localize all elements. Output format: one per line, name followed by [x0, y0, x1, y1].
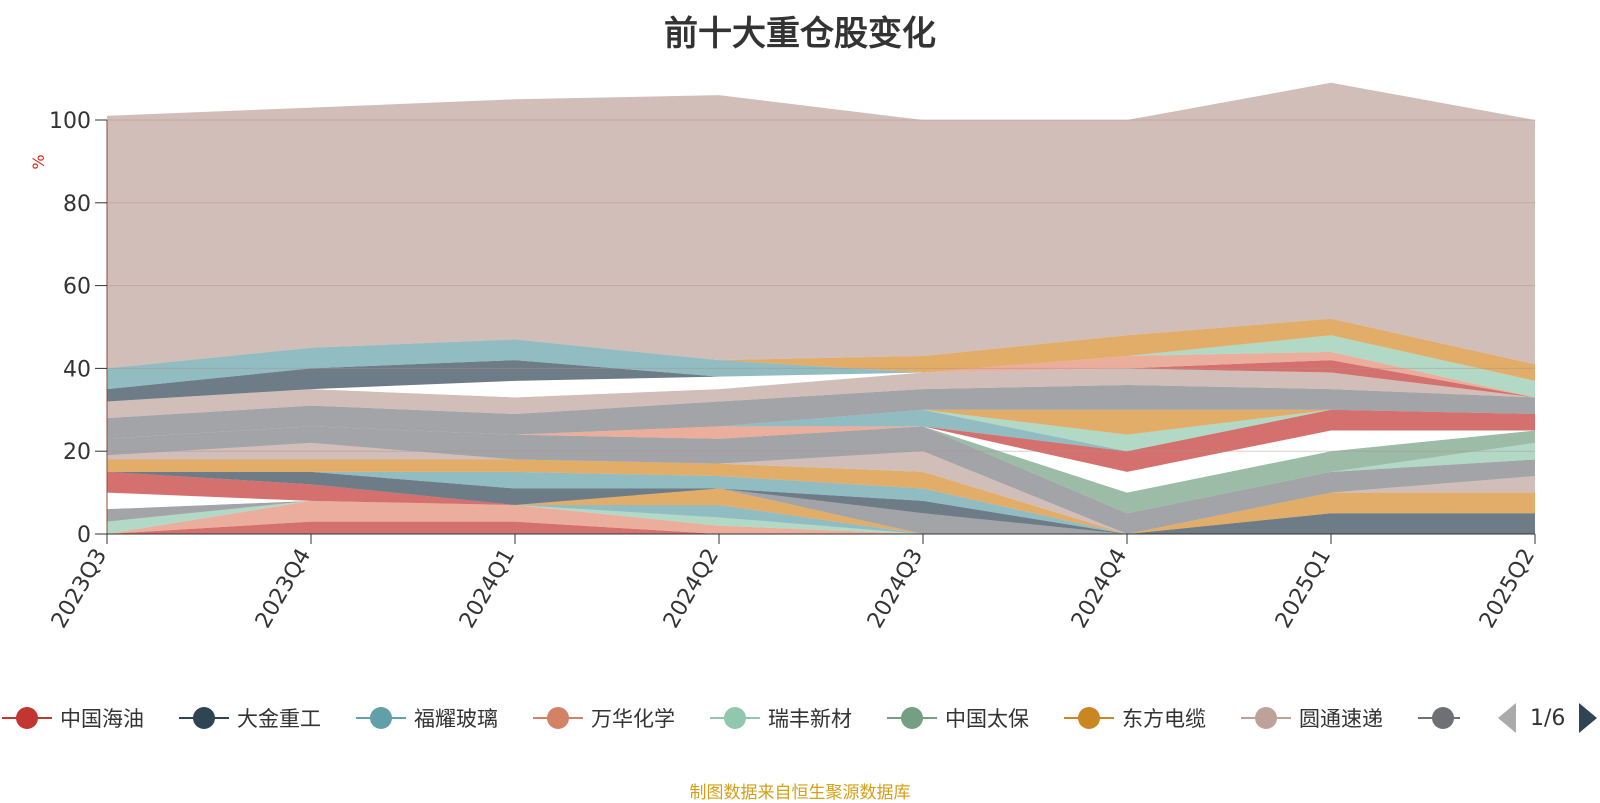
legend-item[interactable]: 中国太保	[887, 700, 1029, 736]
legend-marker-icon	[710, 707, 760, 729]
area-series-30	[107, 318, 1535, 381]
area-series-26	[107, 339, 1535, 398]
area-series-15	[107, 426, 1535, 514]
area-series-12	[107, 442, 1535, 534]
area-series-22	[107, 384, 1535, 439]
legend-label: 瑞丰新材	[768, 707, 852, 731]
area-series-21	[107, 409, 1535, 439]
y-axis-label: %	[29, 154, 48, 169]
legend-item[interactable]: 中	[1418, 700, 1460, 736]
legend-label: 东方电缆	[1122, 707, 1206, 731]
y-tick-label: 0	[77, 523, 91, 548]
x-tick-label: 2024Q2	[659, 545, 724, 633]
x-tick-label: 2023Q3	[47, 545, 112, 633]
legend-next-page-icon[interactable]	[1579, 703, 1598, 733]
legend-item[interactable]: 中国海油	[2, 700, 144, 736]
area-series-13	[107, 426, 1535, 534]
y-tick-label: 20	[63, 440, 91, 465]
legend-label: 万华化学	[591, 707, 675, 731]
area-series-10	[107, 471, 1535, 534]
area-series-25	[107, 360, 1535, 402]
area-series-24	[107, 368, 1535, 402]
legend-marker-icon	[887, 707, 937, 729]
legend-item[interactable]: 圆通速递	[1241, 700, 1383, 736]
legend-marker-icon	[1064, 707, 1114, 729]
legend-pager: 1/6	[1498, 700, 1598, 736]
x-tick-label: 2025Q2	[1475, 545, 1540, 633]
chart-title: 前十大重仓股变化	[664, 14, 936, 54]
legend-label: 中国海油	[60, 707, 144, 731]
y-tick-label: 80	[63, 192, 91, 217]
legend-item[interactable]: 万华化学	[533, 700, 675, 736]
legend-item[interactable]: 大金重工	[179, 700, 321, 736]
area-series-31	[107, 82, 1535, 369]
y-tick-label: 60	[63, 275, 91, 300]
legend-item[interactable]: 瑞丰新材	[710, 700, 852, 736]
legend-marker-icon	[1418, 707, 1460, 729]
x-tick-label: 2025Q1	[1271, 545, 1336, 633]
area-series-9	[107, 471, 1535, 534]
legend-marker-icon	[533, 707, 583, 729]
y-tick-label: 40	[63, 357, 91, 382]
legend-item[interactable]: 东方电缆	[1064, 700, 1206, 736]
chart-area: 0 20 40 60 80 100% 2023Q3 2023Q4 2024Q1 2024Q2 202…	[29, 82, 1540, 633]
area-series-18	[107, 409, 1535, 452]
area-series-2	[107, 500, 1535, 534]
legend-label: 大金重工	[237, 707, 321, 731]
area-series-16	[107, 426, 1535, 493]
legend-label: 中国太保	[945, 707, 1029, 731]
legend-prev-page-icon[interactable]	[1498, 703, 1516, 733]
legend-page-indicator: 1/6	[1530, 705, 1566, 731]
x-tick-label: 2023Q4	[251, 545, 316, 633]
area-series-27	[107, 339, 1535, 398]
legend-marker-icon	[1241, 707, 1291, 729]
legend-label: 圆通速递	[1299, 707, 1383, 731]
y-tick-label: 100	[49, 109, 91, 134]
x-tick-label: 2024Q3	[863, 545, 928, 633]
area-series-1	[107, 500, 1535, 534]
legend-marker-icon	[179, 707, 229, 729]
area-series-17	[107, 409, 1535, 472]
area-series-6	[107, 488, 1535, 534]
x-tick-label: 2024Q4	[1067, 545, 1132, 633]
legend-item[interactable]: 福耀玻璃	[356, 700, 498, 736]
x-tick-label: 2024Q1	[455, 545, 520, 633]
area-series-20	[107, 409, 1535, 452]
legend-marker-icon	[2, 707, 52, 729]
legend-marker-icon	[356, 707, 406, 729]
legend: 中国海油 大金重工 福耀玻璃 万华化学 瑞丰新材 中国太保 东方电缆 圆通速递 中 1/6	[0, 700, 1600, 736]
legend-label: 福耀玻璃	[414, 707, 498, 731]
area-series-0	[107, 521, 1535, 534]
area-series-11	[107, 459, 1535, 534]
area-series-23	[107, 368, 1535, 419]
data-source-note: 制图数据来自恒生聚源数据库	[689, 783, 911, 803]
